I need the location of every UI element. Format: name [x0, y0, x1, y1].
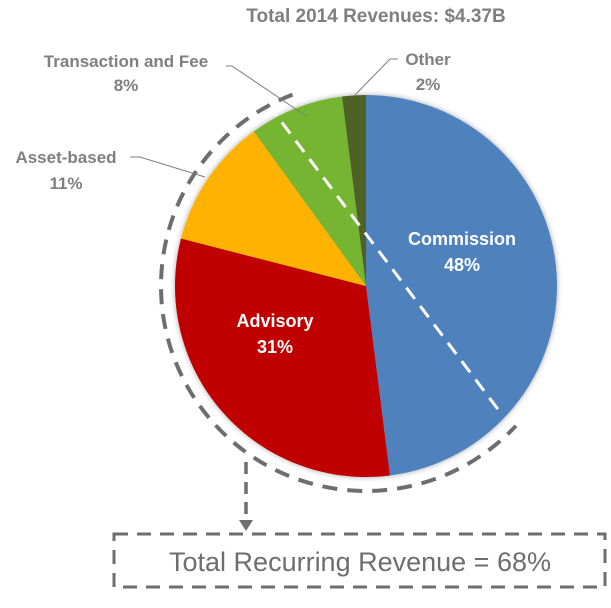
pie-slice-asset-based: [181, 131, 366, 286]
pie-slice-advisory: [174, 238, 390, 477]
pie-slice-other: [342, 95, 366, 286]
recurring-dashed-arc: [159, 92, 518, 493]
leader-line-asset-based: [130, 156, 206, 178]
slice-label: Other: [405, 50, 451, 69]
label-other: Other 2%: [405, 50, 451, 94]
pie-slices: [174, 95, 558, 477]
label-advisory: Advisory 31%: [236, 311, 313, 357]
label-transaction-and-fee: Transaction and Fee 8%: [44, 52, 208, 95]
pie-slice-transaction-and-fee: [253, 96, 366, 286]
summary-text: Total Recurring Revenue = 68%: [169, 547, 551, 577]
slice-label: Commission: [408, 229, 516, 249]
label-commission: Commission 48%: [408, 229, 516, 275]
slice-value: 31%: [257, 337, 293, 357]
label-asset-based: Asset-based 11%: [15, 148, 116, 193]
slice-label: Advisory: [236, 311, 313, 331]
leader-line-transaction: [226, 65, 307, 117]
slice-label: Asset-based: [15, 148, 116, 167]
slice-value: 2%: [416, 75, 441, 94]
pie-slice-commission: [366, 95, 558, 476]
slice-label: Transaction and Fee: [44, 52, 208, 71]
leader-line-other: [353, 58, 398, 97]
recurring-divider-line: [266, 103, 502, 413]
slice-value: 48%: [444, 255, 480, 275]
slice-value: 11%: [49, 174, 82, 193]
summary-box: [112, 532, 607, 589]
slice-value: 8%: [114, 76, 139, 95]
arrow-head-icon: [239, 520, 253, 531]
chart-title: Total 2014 Revenues: $4.37B: [246, 6, 505, 27]
